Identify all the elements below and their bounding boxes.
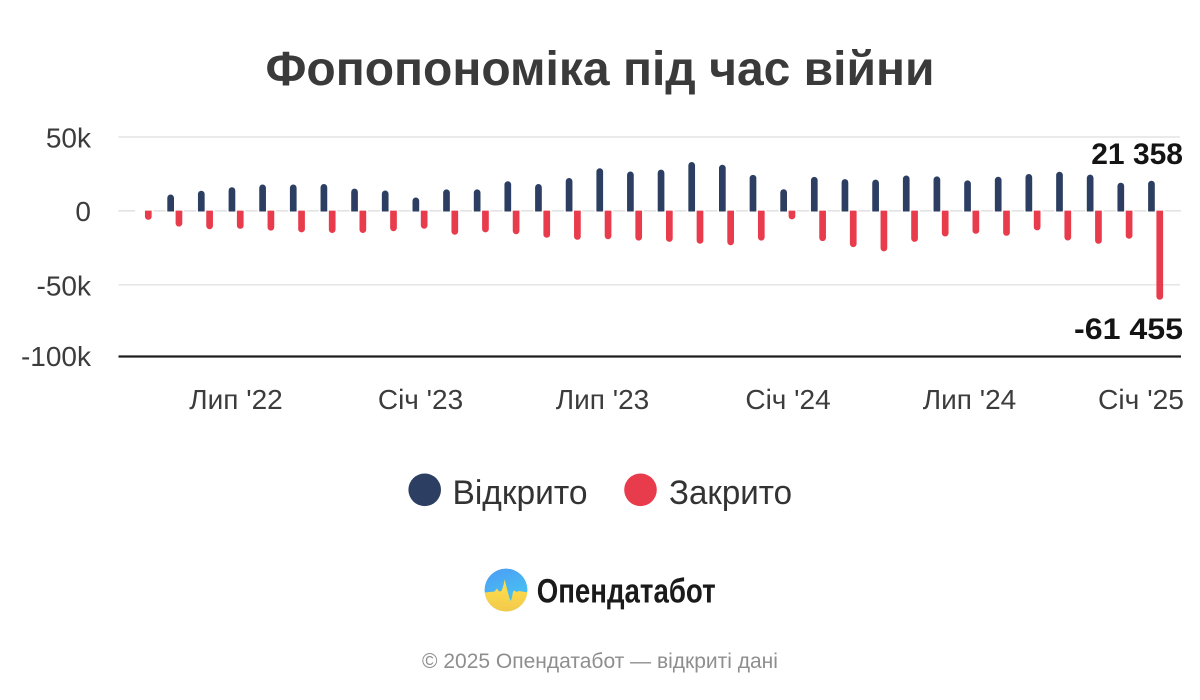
svg-text:Лип '24: Лип '24: [923, 384, 1016, 415]
svg-text:-61 455: -61 455: [1074, 313, 1183, 346]
svg-text:0: 0: [75, 196, 91, 227]
svg-text:Закрито: Закрито: [669, 474, 792, 512]
svg-text:Фопопономіка під час війни: Фопопономіка під час війни: [265, 43, 934, 96]
svg-text:Опендатабот: Опендатабот: [537, 573, 716, 611]
svg-text:© 2025 Опендатабот — відкриті: © 2025 Опендатабот — відкриті дані: [422, 650, 778, 673]
svg-text:Лип '23: Лип '23: [556, 384, 649, 415]
svg-text:-100k: -100k: [21, 341, 92, 372]
svg-text:Січ '25: Січ '25: [1098, 384, 1184, 415]
svg-text:Січ '24: Січ '24: [745, 384, 830, 415]
svg-text:Відкрито: Відкрито: [453, 474, 588, 512]
svg-text:50k: 50k: [46, 123, 92, 154]
svg-text:21 358: 21 358: [1091, 138, 1183, 171]
svg-text:Січ '23: Січ '23: [378, 384, 463, 415]
svg-text:-50k: -50k: [37, 270, 92, 301]
svg-text:Лип '22: Лип '22: [189, 384, 282, 415]
